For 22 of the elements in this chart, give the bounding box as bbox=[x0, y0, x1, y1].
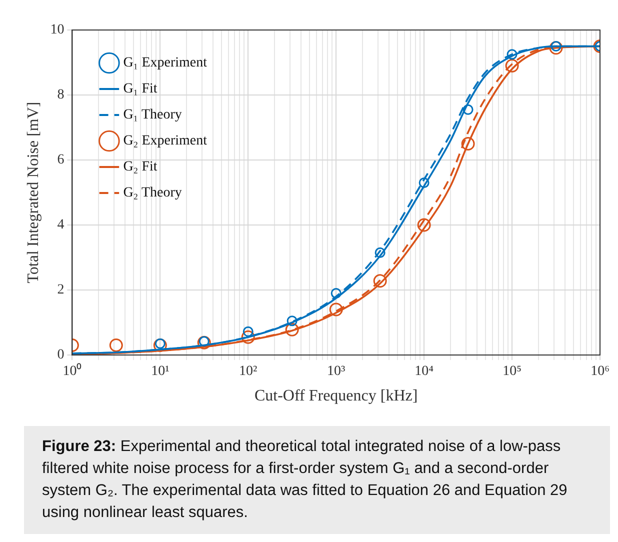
y-tick-label: 0 bbox=[57, 348, 64, 363]
x-tick-label: 10⁰ bbox=[62, 363, 82, 380]
legend-label: G₂ Fit bbox=[123, 160, 158, 175]
legend-label: G₁ Experiment bbox=[123, 56, 208, 71]
x-tick-label: 10⁶ bbox=[590, 364, 610, 380]
legend-label: G₂ Theory bbox=[123, 186, 182, 201]
x-axis-title: Cut-Off Frequency [kHz] bbox=[254, 388, 418, 405]
y-tick-label: 4 bbox=[57, 218, 64, 233]
x-tick-label: 10⁵ bbox=[502, 364, 522, 380]
x-tick-label: 10³ bbox=[327, 364, 346, 380]
y-tick-label: 2 bbox=[57, 282, 64, 298]
legend-label: G₂ Experiment bbox=[123, 134, 208, 149]
legend-label: G₁ Fit bbox=[123, 82, 158, 97]
y-tick-label: 8 bbox=[57, 88, 64, 103]
x-tick-label: 10² bbox=[239, 364, 258, 380]
x-tick-label: 10⁴ bbox=[414, 364, 434, 380]
legend-label: G₁ Theory bbox=[123, 108, 182, 123]
y-tick-label: 10 bbox=[50, 22, 64, 38]
y-axis-title: Total Integrated Noise [mV] bbox=[24, 102, 42, 284]
x-tick-label: 10¹ bbox=[151, 364, 170, 380]
caption: Figure 23: Experimental and theoretical total integrated noise of a low-pass filtered white noise process for a first-order system G₁ and a second-order system G₂. The experimental data was fitted to Equation 26 and Equation 29 using nonlinear least squares. bbox=[24, 426, 610, 534]
y-tick-label: 6 bbox=[57, 152, 64, 168]
